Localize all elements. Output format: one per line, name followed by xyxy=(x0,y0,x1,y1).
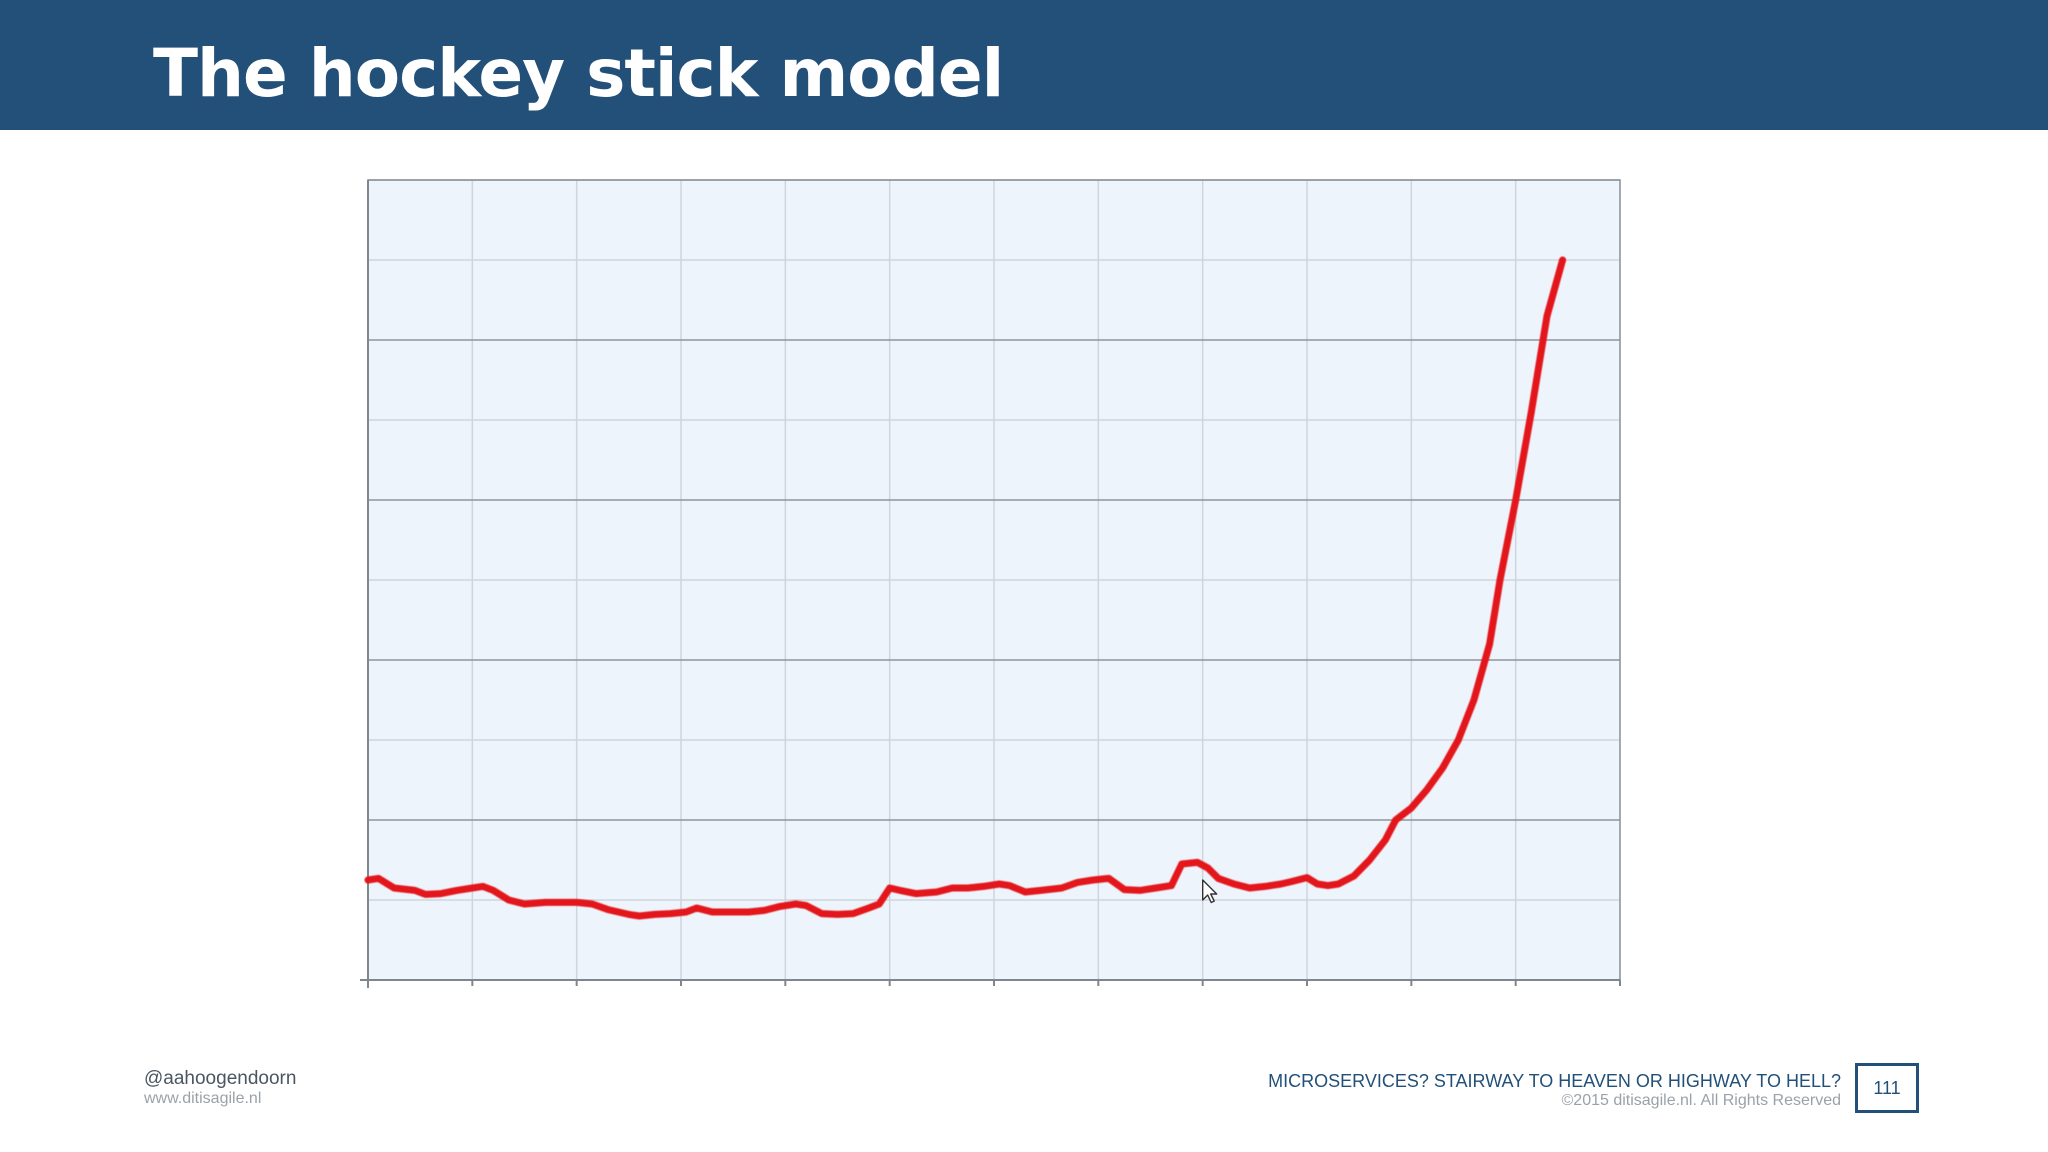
page-number: 111 xyxy=(1855,1063,1919,1113)
slide-title: The hockey stick model xyxy=(153,35,1004,112)
footer-talk-info: MICROSERVICES? STAIRWAY TO HEAVEN OR HIG… xyxy=(1268,1070,1841,1110)
minor-gridlines xyxy=(367,180,1621,980)
cursor-icon xyxy=(1202,879,1218,904)
author-handle: @aahoogendoorn xyxy=(144,1068,297,1089)
footer-author: @aahoogendoorn www.ditisagile.nl xyxy=(144,1068,296,1108)
author-website: www.ditisagile.nl xyxy=(144,1090,262,1107)
talk-title: MICROSERVICES? STAIRWAY TO HEAVEN OR HIG… xyxy=(1268,1071,1841,1091)
series-line-hockey-stick xyxy=(364,256,1567,920)
copyright-notice: ©2015 ditisagile.nl. All Rights Reserved xyxy=(1561,1092,1842,1109)
header-bar: The hockey stick model xyxy=(0,0,2048,130)
hockey-stick-chart xyxy=(360,179,1621,988)
